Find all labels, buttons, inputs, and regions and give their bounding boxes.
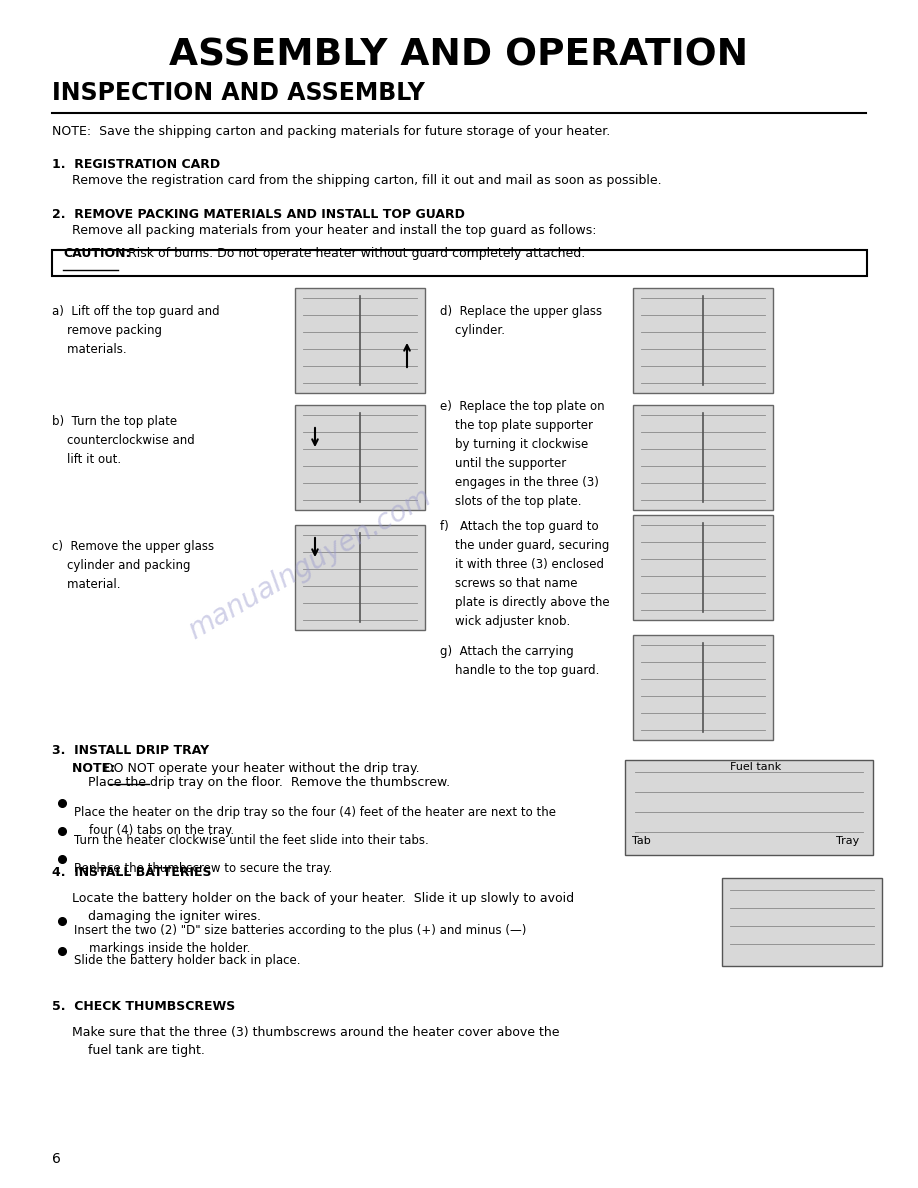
Text: a)  Lift off the top guard and
    remove packing
    materials.: a) Lift off the top guard and remove pac… (52, 305, 219, 356)
Text: Fuel tank: Fuel tank (730, 762, 781, 772)
Text: d)  Replace the upper glass
    cylinder.: d) Replace the upper glass cylinder. (440, 305, 602, 337)
Text: g)  Attach the carrying
    handle to the top guard.: g) Attach the carrying handle to the top… (440, 645, 599, 677)
Bar (633, 516, 773, 620)
Text: DO NOT operate your heater without the drip tray.: DO NOT operate your heater without the d… (72, 762, 420, 775)
Text: Replace the thumbscrew to secure the tray.: Replace the thumbscrew to secure the tra… (74, 862, 332, 876)
Text: manualnguyen.com: manualnguyen.com (184, 482, 437, 645)
Text: Remove the registration card from the shipping carton, fill it out and mail as s: Remove the registration card from the sh… (72, 173, 662, 187)
Text: 5.  CHECK THUMBSCREWS: 5. CHECK THUMBSCREWS (52, 1000, 235, 1013)
Text: INSPECTION AND ASSEMBLY: INSPECTION AND ASSEMBLY (52, 81, 425, 105)
Text: NOTE:  Save the shipping carton and packing materials for future storage of your: NOTE: Save the shipping carton and packi… (52, 125, 610, 138)
Text: Tab: Tab (632, 836, 651, 846)
Text: 2.  REMOVE PACKING MATERIALS AND INSTALL TOP GUARD: 2. REMOVE PACKING MATERIALS AND INSTALL … (52, 208, 465, 221)
Text: e)  Replace the top plate on
    the top plate supporter
    by turning it clock: e) Replace the top plate on the top plat… (440, 400, 605, 508)
Text: Slide the battery holder back in place.: Slide the battery holder back in place. (74, 954, 300, 967)
Text: f)   Attach the top guard to
    the under guard, securing
    it with three (3): f) Attach the top guard to the under gua… (440, 520, 610, 628)
Text: 1.  REGISTRATION CARD: 1. REGISTRATION CARD (52, 158, 220, 171)
Text: Risk of burns. Do not operate heater without guard completely attached.: Risk of burns. Do not operate heater wit… (120, 247, 586, 260)
Text: Tray: Tray (836, 836, 859, 846)
Bar (633, 287, 773, 393)
Text: Locate the battery holder on the back of your heater.  Slide it up slowly to avo: Locate the battery holder on the back of… (72, 892, 574, 923)
Bar (625, 760, 873, 855)
Text: CAUTION:: CAUTION: (63, 247, 130, 260)
Text: Insert the two (2) "D" size batteries according to the plus (+) and minus (—)
  : Insert the two (2) "D" size batteries ac… (74, 924, 526, 955)
Text: ASSEMBLY AND OPERATION: ASSEMBLY AND OPERATION (170, 37, 748, 72)
Bar (52, 249, 867, 276)
Bar (295, 405, 425, 510)
Text: 3.  INSTALL DRIP TRAY: 3. INSTALL DRIP TRAY (52, 744, 209, 757)
Text: Make sure that the three (3) thumbscrews around the heater cover above the
    f: Make sure that the three (3) thumbscrews… (72, 1026, 559, 1057)
Bar (633, 636, 773, 740)
Text: Remove all packing materials from your heater and install the top guard as follo: Remove all packing materials from your h… (72, 225, 597, 236)
Text: Place the heater on the drip tray so the four (4) feet of the heater are next to: Place the heater on the drip tray so the… (74, 805, 556, 838)
Bar (722, 878, 882, 966)
Text: Turn the heater clockwise until the feet slide into their tabs.: Turn the heater clockwise until the feet… (74, 834, 429, 847)
Text: NOTE:: NOTE: (72, 762, 129, 775)
Bar (633, 405, 773, 510)
Text: 4.  INSTALL BATTERIES: 4. INSTALL BATTERIES (52, 866, 211, 879)
Bar (295, 525, 425, 630)
Bar (295, 287, 425, 393)
Text: 6: 6 (52, 1152, 61, 1165)
Text: b)  Turn the top plate
    counterclockwise and
    lift it out.: b) Turn the top plate counterclockwise a… (52, 415, 195, 466)
Text: c)  Remove the upper glass
    cylinder and packing
    material.: c) Remove the upper glass cylinder and p… (52, 541, 214, 590)
Text: Place the drip tray on the floor.  Remove the thumbscrew.: Place the drip tray on the floor. Remove… (72, 776, 450, 789)
